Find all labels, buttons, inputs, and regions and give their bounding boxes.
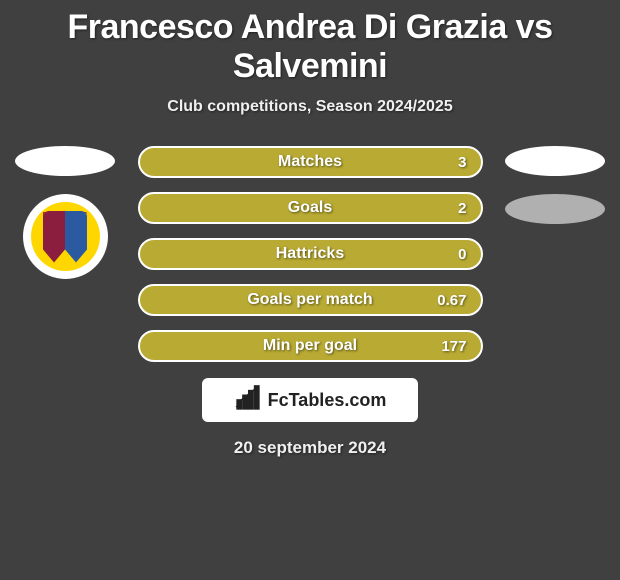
stat-label: Hattricks <box>276 245 344 263</box>
stat-label: Matches <box>278 153 342 171</box>
branding-text: FcTables.com <box>268 390 387 411</box>
stat-value: 177 <box>441 338 466 355</box>
stat-bar-goals: Goals 2 <box>138 192 483 224</box>
stat-bar-matches: Matches 3 <box>138 146 483 178</box>
right-player-column <box>500 146 610 242</box>
date-label: 20 september 2024 <box>0 438 620 458</box>
left-player-column: POTENZA SC <box>10 146 120 279</box>
subtitle: Club competitions, Season 2024/2025 <box>0 98 620 116</box>
stat-value: 0 <box>458 246 466 263</box>
stats-bars: Matches 3 Goals 2 Hattricks 0 Goals per … <box>138 146 483 362</box>
player-ellipse-right-1 <box>505 146 605 176</box>
stat-label: Min per goal <box>263 337 357 355</box>
page-title: Francesco Andrea Di Grazia vs Salvemini <box>0 0 620 86</box>
club-logo-inner: POTENZA SC <box>31 202 100 271</box>
stat-label: Goals <box>288 199 332 217</box>
stat-bar-hattricks: Hattricks 0 <box>138 238 483 270</box>
branding-badge: FcTables.com <box>202 378 418 422</box>
stat-bar-goals-per-match: Goals per match 0.67 <box>138 284 483 316</box>
stat-label: Goals per match <box>247 291 372 309</box>
club-logo-left: POTENZA SC <box>23 194 108 279</box>
comparison-panel: POTENZA SC Matches 3 Goals 2 Hattricks 0… <box>0 146 620 458</box>
club-shield-icon <box>43 211 87 263</box>
stat-value: 3 <box>458 154 466 171</box>
chart-bars-icon <box>234 384 262 417</box>
player-ellipse-right-2 <box>505 194 605 224</box>
stat-bar-min-per-goal: Min per goal 177 <box>138 330 483 362</box>
stat-value: 2 <box>458 200 466 217</box>
player-ellipse-left <box>15 146 115 176</box>
stat-value: 0.67 <box>437 292 466 309</box>
